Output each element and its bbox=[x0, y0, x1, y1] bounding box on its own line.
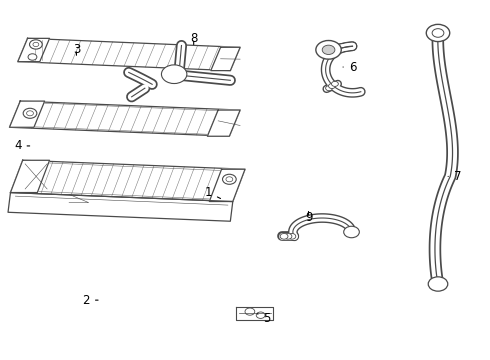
Polygon shape bbox=[18, 39, 240, 71]
Circle shape bbox=[26, 111, 33, 116]
Polygon shape bbox=[10, 160, 245, 202]
Circle shape bbox=[23, 108, 37, 118]
Polygon shape bbox=[10, 160, 49, 193]
Text: 9: 9 bbox=[305, 211, 312, 224]
Circle shape bbox=[331, 81, 338, 86]
Circle shape bbox=[326, 86, 332, 91]
Text: 5: 5 bbox=[257, 311, 270, 325]
Circle shape bbox=[426, 24, 450, 41]
Circle shape bbox=[222, 174, 236, 184]
Circle shape bbox=[161, 65, 187, 84]
Circle shape bbox=[29, 40, 42, 49]
Circle shape bbox=[256, 312, 265, 319]
Text: 2: 2 bbox=[82, 294, 98, 307]
Circle shape bbox=[288, 233, 296, 239]
Circle shape bbox=[343, 226, 359, 238]
Text: 7: 7 bbox=[448, 170, 461, 183]
Circle shape bbox=[245, 308, 255, 315]
Circle shape bbox=[280, 233, 288, 239]
Polygon shape bbox=[207, 110, 240, 136]
Polygon shape bbox=[209, 169, 245, 202]
Circle shape bbox=[322, 45, 335, 54]
Text: 3: 3 bbox=[73, 42, 80, 55]
Circle shape bbox=[28, 54, 37, 60]
Polygon shape bbox=[9, 101, 45, 127]
Polygon shape bbox=[236, 306, 273, 320]
Circle shape bbox=[432, 29, 444, 37]
Polygon shape bbox=[211, 47, 240, 71]
Text: 8: 8 bbox=[190, 32, 197, 45]
Text: 6: 6 bbox=[343, 60, 356, 73]
Circle shape bbox=[226, 177, 233, 182]
Circle shape bbox=[33, 42, 39, 46]
Circle shape bbox=[329, 84, 335, 89]
Circle shape bbox=[428, 277, 448, 291]
Polygon shape bbox=[18, 39, 49, 62]
Polygon shape bbox=[8, 193, 233, 221]
Circle shape bbox=[284, 233, 292, 239]
Text: 4: 4 bbox=[14, 139, 30, 152]
Polygon shape bbox=[9, 101, 240, 136]
Circle shape bbox=[316, 41, 341, 59]
Text: 1: 1 bbox=[205, 186, 220, 199]
